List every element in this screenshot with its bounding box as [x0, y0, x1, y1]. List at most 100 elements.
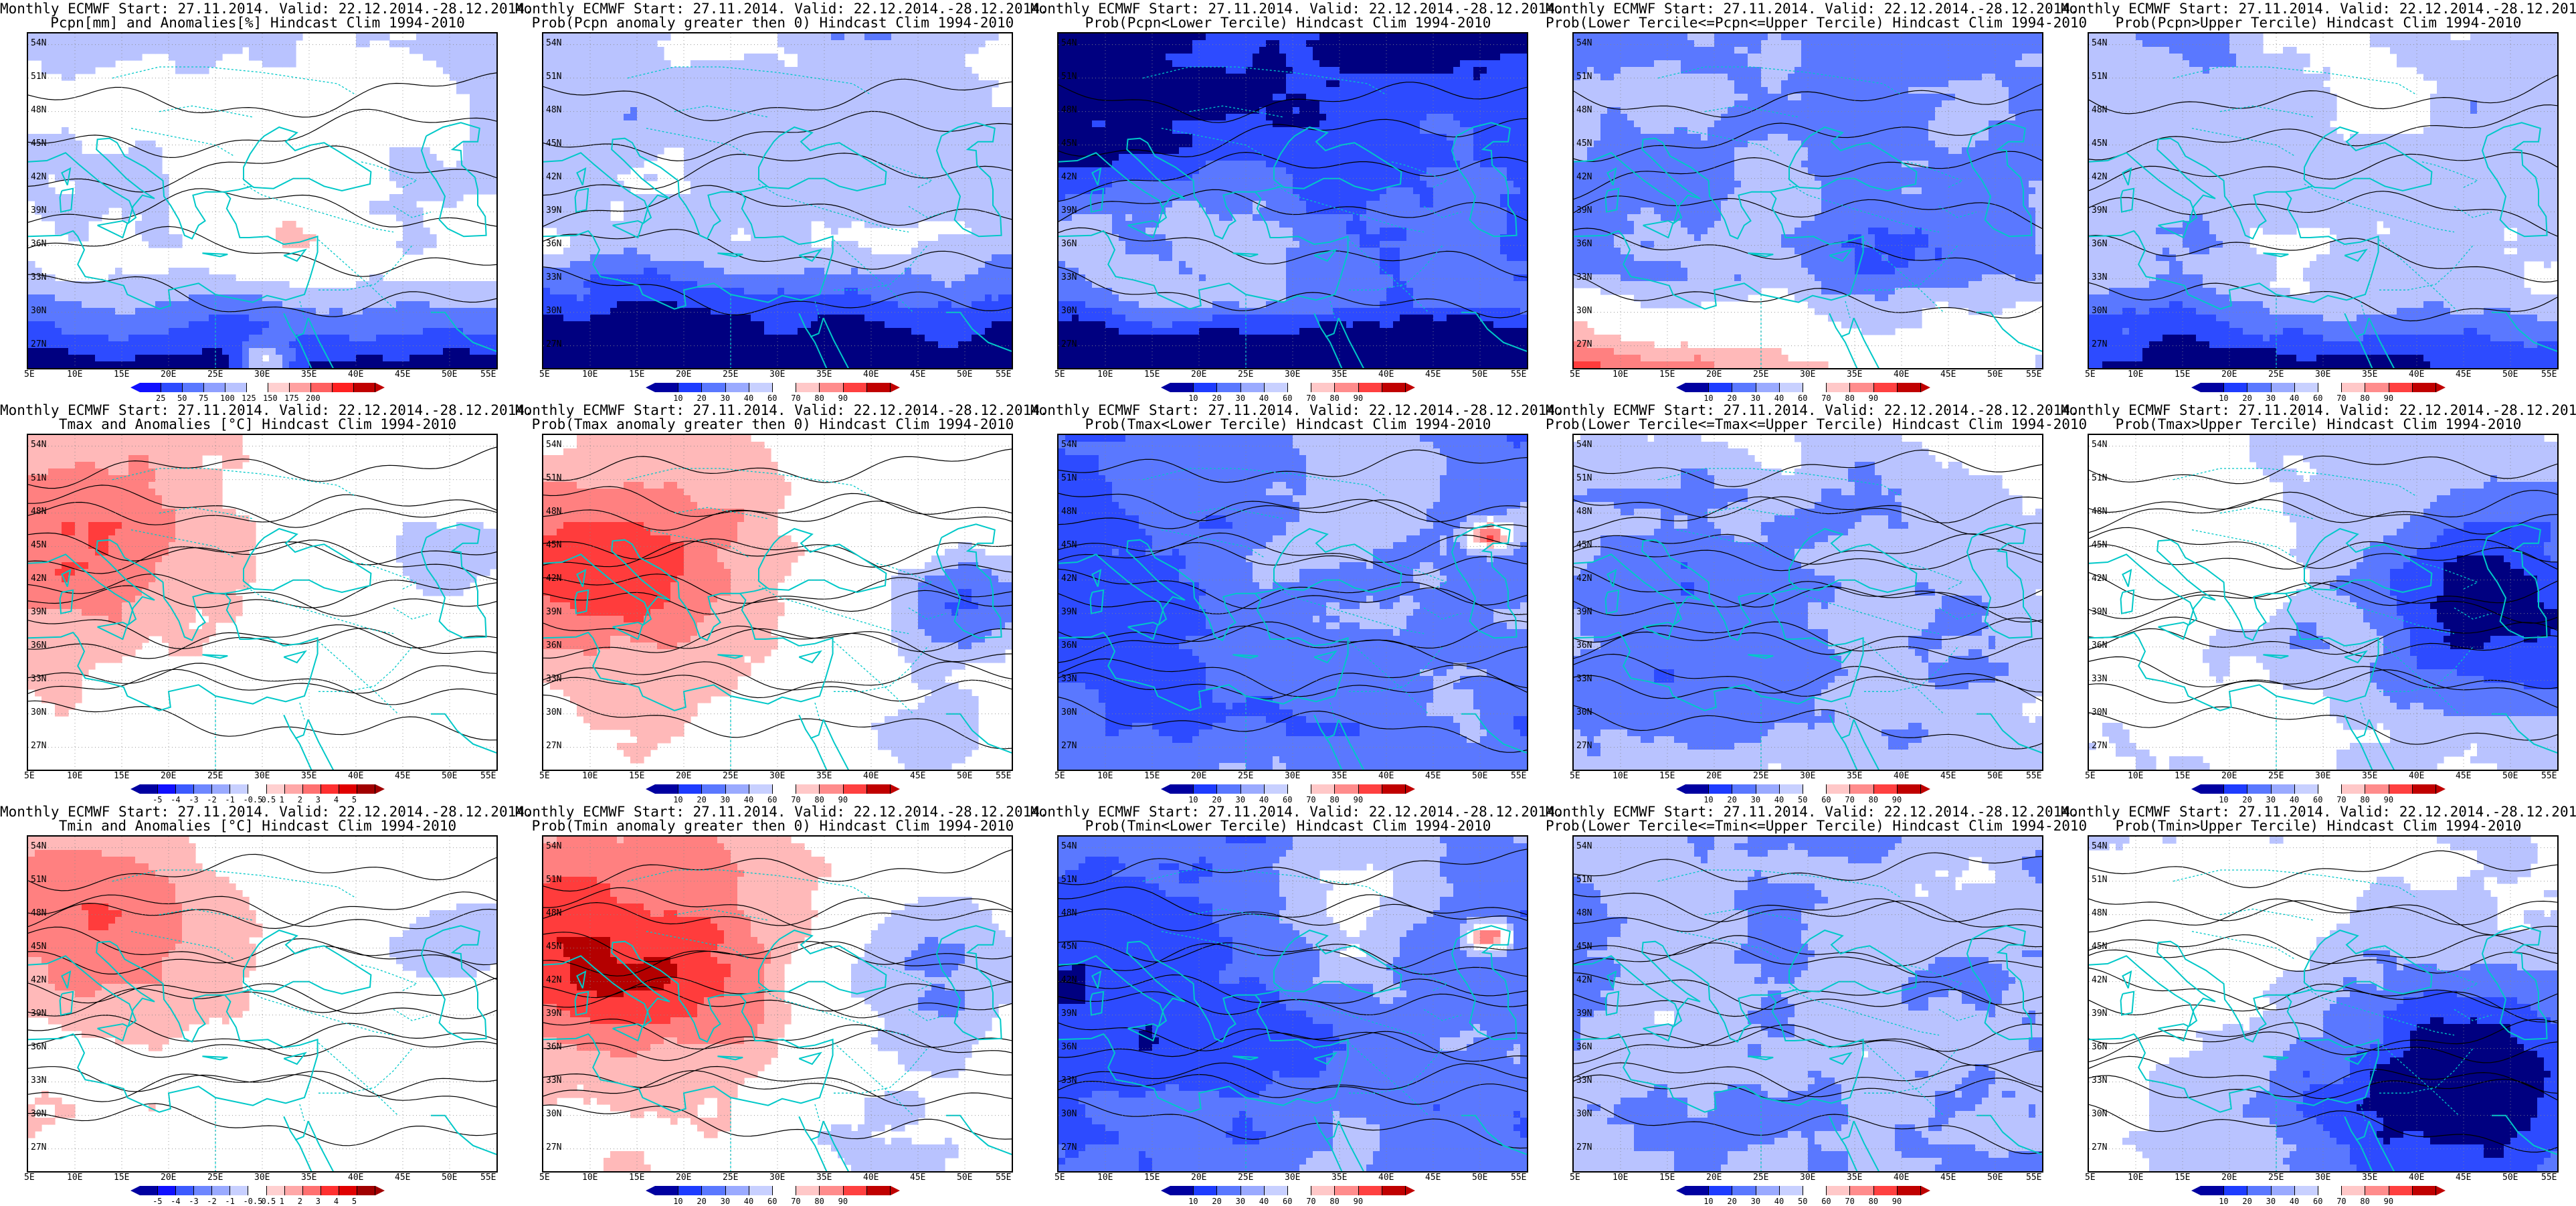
panel-subtitle: Prob(Tmin anomaly greater then 0) Hindca…	[515, 819, 1030, 833]
latitude-tick-label: 33N	[31, 674, 46, 684]
longitude-tick-label: 55E	[2026, 771, 2041, 781]
colorbar-swatch	[655, 1186, 678, 1195]
latitude-tick-label: 42N	[1576, 975, 1592, 985]
map-svg	[543, 435, 1012, 770]
colorbar-min-arrow	[130, 383, 140, 392]
latitude-tick-label: 27N	[546, 339, 561, 349]
longitude-tick-label: 20E	[2221, 771, 2237, 781]
latitude-tick-label: 27N	[1576, 339, 1592, 349]
colorbar-swatch	[796, 383, 820, 392]
colorbar	[1676, 1186, 1930, 1195]
longitude-tick-label: 25E	[1238, 1173, 1253, 1183]
longitude-tick-label: 45E	[2456, 369, 2471, 379]
longitude-tick-label: 20E	[676, 369, 691, 379]
colorbar-min-arrow	[130, 784, 140, 794]
colorbar-swatch	[158, 784, 176, 794]
latitude-tick-label: 48N	[31, 507, 46, 517]
colorbar-min-arrow	[1676, 383, 1685, 392]
colorbar-swatch	[1288, 1186, 1311, 1195]
colorbar-swatch	[2247, 784, 2271, 794]
longitude-tick-label: 30E	[2315, 1173, 2330, 1183]
colorbar-swatch	[1850, 383, 1873, 392]
colorbar-swatch	[1709, 784, 1732, 794]
latitude-tick-label: 48N	[1576, 908, 1592, 918]
longitude-tick-label: 35E	[2362, 771, 2377, 781]
colorbar-swatch	[2318, 1186, 2342, 1195]
latitude-tick-label: 33N	[2092, 1075, 2107, 1086]
colorbar-max-arrow	[1921, 1186, 1930, 1195]
colorbar	[1676, 784, 1930, 794]
latitude-tick-label: 33N	[1061, 1075, 1077, 1086]
longitude-tick-label: 35E	[1331, 369, 1347, 379]
latitude-tick-label: 54N	[31, 38, 46, 48]
colorbar-swatch	[339, 1186, 357, 1195]
longitude-tick-label: 5E	[1054, 1173, 1065, 1183]
colorbar-swatch	[1382, 383, 1406, 392]
colorbar-min-arrow	[646, 784, 655, 794]
colorbar-swatch	[2365, 383, 2389, 392]
longitude-tick-label: 15E	[114, 1173, 129, 1183]
colorbar-max-arrow	[375, 784, 385, 794]
longitude-tick-label: 30E	[254, 771, 270, 781]
colorbar-swatch	[194, 1186, 212, 1195]
longitude-tick-label: 50E	[957, 369, 972, 379]
longitude-tick-label: 20E	[1191, 771, 1206, 781]
longitude-tick-label: 45E	[395, 369, 410, 379]
colorbar-swatch	[1241, 383, 1265, 392]
longitude-tick-label: 10E	[1097, 1173, 1113, 1183]
longitude-tick-label: 5E	[1054, 369, 1065, 379]
latitude-tick-label: 42N	[2092, 975, 2107, 985]
colorbar-min-arrow	[130, 1186, 140, 1195]
colorbar-swatch	[285, 1186, 303, 1195]
latitude-tick-label: 30N	[2092, 707, 2107, 717]
latitude-tick-label: 30N	[1061, 306, 1077, 316]
panel-title: Monthly ECMWF Start: 27.11.2014. Valid: …	[1030, 403, 1546, 418]
latitude-tick-label: 42N	[2092, 574, 2107, 584]
colorbar-swatch	[1898, 383, 1921, 392]
colorbar-swatch	[867, 383, 891, 392]
map-area	[2088, 32, 2559, 369]
colorbar-swatch	[1756, 1186, 1780, 1195]
latitude-tick-label: 36N	[546, 1042, 561, 1052]
panel-title: Monthly ECMWF Start: 27.11.2014. Valid: …	[1546, 403, 2061, 418]
colorbar-swatch	[1311, 784, 1335, 794]
longitude-tick-label: 20E	[1191, 1173, 1206, 1183]
longitude-tick-label: 5E	[24, 1173, 35, 1183]
longitude-tick-label: 45E	[395, 771, 410, 781]
colorbar-swatch	[1732, 383, 1756, 392]
colorbar-swatch	[1311, 383, 1335, 392]
panel-title: Monthly ECMWF Start: 27.11.2014. Valid: …	[1546, 1, 2061, 16]
longitude-tick-label: 35E	[816, 369, 832, 379]
colorbar-swatch	[2201, 784, 2224, 794]
colorbar	[2191, 784, 2446, 794]
latitude-tick-label: 45N	[1061, 540, 1077, 550]
longitude-tick-label: 40E	[1894, 771, 1909, 781]
colorbar-min-arrow	[1161, 784, 1170, 794]
longitude-tick-label: 25E	[2268, 369, 2284, 379]
latitude-tick-label: 42N	[2092, 172, 2107, 182]
latitude-tick-label: 39N	[1061, 1009, 1077, 1019]
longitude-tick-label: 35E	[301, 1173, 316, 1183]
map-svg	[2089, 435, 2557, 770]
latitude-tick-label: 42N	[546, 574, 561, 584]
longitude-tick-label: 55E	[996, 369, 1011, 379]
latitude-tick-label: 30N	[31, 1109, 46, 1119]
longitude-tick-label: 30E	[769, 1173, 785, 1183]
latitude-tick-label: 45N	[546, 139, 561, 149]
forecast-panel: Monthly ECMWF Start: 27.11.2014. Valid: …	[515, 803, 1030, 1205]
map-area	[542, 835, 1013, 1173]
colorbar-swatch	[655, 383, 678, 392]
longitude-tick-label: 50E	[442, 771, 457, 781]
forecast-panel: Monthly ECMWF Start: 27.11.2014. Valid: …	[0, 0, 515, 402]
map-area	[542, 434, 1013, 771]
latitude-tick-label: 27N	[1576, 741, 1592, 751]
longitude-tick-label: 20E	[1706, 1173, 1722, 1183]
longitude-tick-label: 10E	[1613, 369, 1628, 379]
longitude-tick-label: 20E	[676, 1173, 691, 1183]
colorbar-swatch	[303, 784, 321, 794]
longitude-tick-label: 45E	[910, 369, 925, 379]
longitude-tick-label: 40E	[1378, 771, 1394, 781]
panel-title: Monthly ECMWF Start: 27.11.2014. Valid: …	[0, 804, 515, 819]
longitude-tick-label: 40E	[2409, 771, 2424, 781]
colorbar-swatch	[333, 383, 354, 392]
